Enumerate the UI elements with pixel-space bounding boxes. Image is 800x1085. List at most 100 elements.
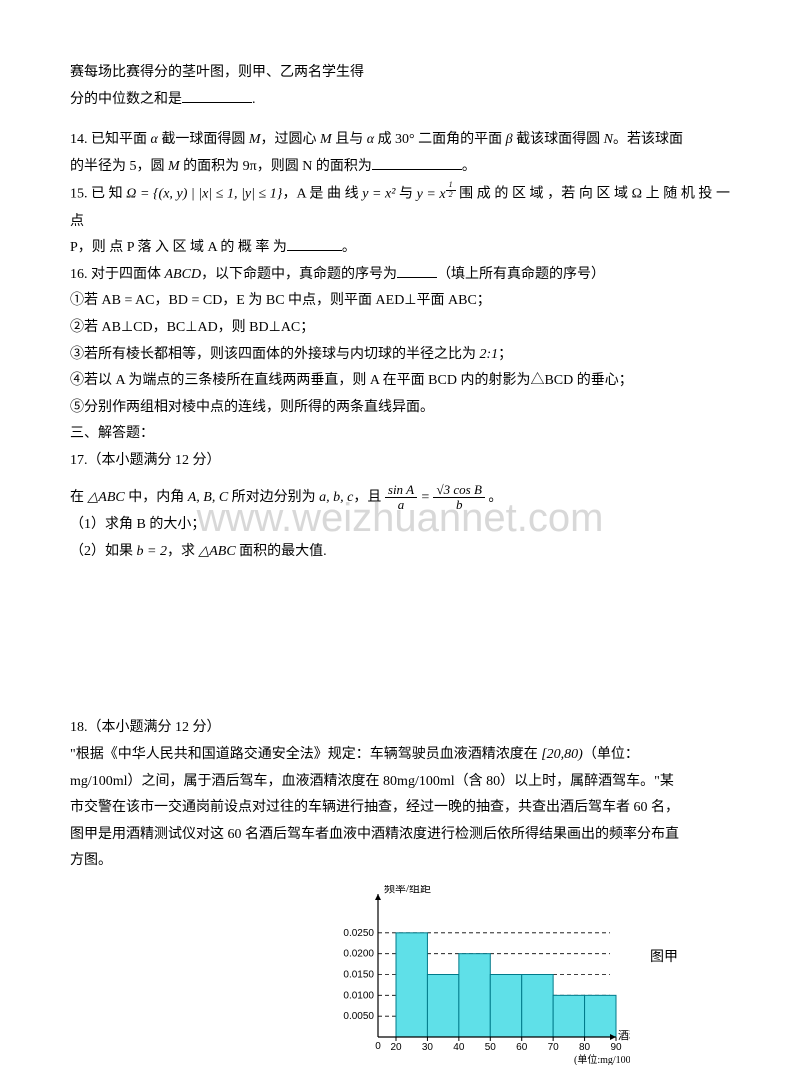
q16abcd: ABCD <box>165 267 202 282</box>
q17abc1: △ABC <box>88 490 125 505</box>
q14-line2: 的半径为 5，圆 M 的面积为 9π，则圆 N 的面积为。 <box>70 154 730 181</box>
q16-i1: ①若 AB = AC，BD = CD，E 为 BC 中点，则平面 AED⊥平面 … <box>70 288 730 315</box>
histogram-svg: 0.0050 0.0100 0.0150 0.0200 0.0250 0 20 30 40 50 6… <box>330 885 630 1065</box>
chart-caption: 图甲 <box>650 945 678 972</box>
svg-text:(单位:mg/100ml): (单位:mg/100ml) <box>574 1053 630 1065</box>
q16i3b: 2:1 <box>480 347 499 362</box>
q16c: （填上所有真命题的序号） <box>437 267 605 282</box>
q16b: ，以下命题中，真命题的序号为 <box>201 267 397 282</box>
q16i3a: ③若所有棱长都相等，则该四面体的外接球与内切球的半径之比为 <box>70 347 480 362</box>
q15c2: 与 <box>395 187 416 202</box>
blank-14 <box>372 155 462 170</box>
svg-text:0.0200: 0.0200 <box>343 949 374 960</box>
q18-title: 18.（本小题满分 12 分） <box>70 715 730 742</box>
svg-text:70: 70 <box>548 1042 560 1053</box>
frag2a: 分的中位数之和是 <box>70 92 182 107</box>
svg-text:0: 0 <box>375 1041 381 1052</box>
q17d: ，且 <box>353 490 385 505</box>
q15c3: y = x12 <box>417 187 456 202</box>
q18b: （单位： <box>583 747 639 762</box>
q17d2: b <box>433 498 484 512</box>
svg-text:0.0050: 0.0050 <box>343 1011 374 1022</box>
fragment-line-1: 赛每场比赛得分的茎叶图，则甲、乙两名学生得 <box>70 60 730 87</box>
q17d1: a <box>385 498 417 512</box>
q16-i3: ③若所有棱长都相等，则该四面体的外接球与内切球的半径之比为 2:1； <box>70 342 730 369</box>
q17p2e: 面积的最大值. <box>236 544 327 559</box>
q17eq: = <box>417 490 433 505</box>
q17p2d: △ABC <box>198 544 235 559</box>
q15b: ，A 是 曲 线 <box>282 187 362 202</box>
q17p2b: b = 2 <box>137 544 167 559</box>
alpha1: α <box>151 132 158 147</box>
q15a: 15. 已 知 <box>70 187 126 202</box>
q14e: 成 30° 二面角的平面 <box>374 132 506 147</box>
q17n2: √3 cos B <box>433 483 484 498</box>
q17-body: 在 △ABC 中，内角 A, B, C 所对边分别为 a, b, c，且 sin… <box>70 483 730 513</box>
q14f: 截该球面得圆 <box>513 132 604 147</box>
svg-text:0.0250: 0.0250 <box>343 928 374 939</box>
q15c1: y = x² <box>362 187 395 202</box>
frag2b: . <box>252 92 256 107</box>
q17c: 所对边分别为 <box>228 490 319 505</box>
N1: N <box>604 132 613 147</box>
histogram-figure: 0.0050 0.0100 0.0150 0.0200 0.0250 0 20 30 40 50 6… <box>330 885 710 1085</box>
q17-title: 17.（本小题满分 12 分） <box>70 448 730 475</box>
svg-text:频率/组距: 频率/组距 <box>384 885 431 895</box>
q14g: 。若该球面 <box>613 132 683 147</box>
q16-i2: ②若 AB⊥CD，BC⊥AD，则 BD⊥AC； <box>70 315 730 342</box>
q17-frac1: sin Aa <box>385 483 417 513</box>
svg-text:0.0100: 0.0100 <box>343 990 374 1001</box>
q18-l2: mg/100ml）之间，属于酒后驾车，血液酒精浓度在 80mg/100ml（含 … <box>70 769 730 796</box>
blank-15 <box>287 236 342 251</box>
q15: 15. 已 知 Ω = {(x, y) | |x| ≤ 1, |y| ≤ 1}，… <box>70 180 730 235</box>
M2: M <box>320 132 332 147</box>
q14b: 截一球面得圆 <box>158 132 249 147</box>
M1: M <box>249 132 261 147</box>
q17n1: sin A <box>385 483 417 498</box>
q17e: 。 <box>488 490 502 505</box>
q14a: 14. 已知平面 <box>70 132 151 147</box>
q15-line2: P，则 点 P 落 入 区 域 A 的 概 率 为 。 <box>70 235 730 262</box>
q18-l5: 方图。 <box>70 848 730 875</box>
svg-text:90: 90 <box>610 1042 622 1053</box>
q18-l1: "根据《中华人民共和国道路交通安全法》规定：车辆驾驶员血液酒精浓度在 [20,8… <box>70 742 730 769</box>
svg-text:60: 60 <box>516 1042 528 1053</box>
q14c: ，过圆心 <box>261 132 321 147</box>
sec3: 三、解答题： <box>70 421 730 448</box>
q17p2c: ，求 <box>167 544 199 559</box>
q17abc2: A, B, C <box>188 490 228 505</box>
q16a: 16. 对于四面体 <box>70 267 165 282</box>
alpha2: α <box>367 132 374 147</box>
q18-l3: 市交警在该市一交通岗前设点对过往的车辆进行抽查，经过一晚的抽查，共查出酒后驾车者… <box>70 795 730 822</box>
svg-text:酒精含量: 酒精含量 <box>618 1028 630 1042</box>
q16: 16. 对于四面体 ABCD，以下命题中，真命题的序号为 （填上所有真命题的序号） <box>70 262 730 289</box>
svg-text:80: 80 <box>579 1042 591 1053</box>
q17abc3: a, b, c <box>319 490 353 505</box>
q15e: P，则 点 P 落 入 区 域 A 的 概 率 为 <box>70 240 287 255</box>
svg-text:30: 30 <box>422 1042 434 1053</box>
q14j: 。 <box>462 159 476 174</box>
blank-top <box>182 88 252 103</box>
q16-i5: ⑤分别作两组相对棱中点的连线，则所得的两条直线异面。 <box>70 395 730 422</box>
q18-l4: 图甲是用酒精测试仪对这 60 名酒后驾车者血液中酒精浓度进行检测后依所得结果画出… <box>70 822 730 849</box>
q17b: 中，内角 <box>125 490 188 505</box>
svg-text:40: 40 <box>453 1042 465 1053</box>
svg-text:0.0150: 0.0150 <box>343 969 374 980</box>
q18a: "根据《中华人民共和国道路交通安全法》规定：车辆驾驶员血液酒精浓度在 <box>70 747 541 762</box>
q17-frac2: √3 cos Bb <box>433 483 484 513</box>
q14d: 且与 <box>332 132 367 147</box>
q15c3a: y = x <box>417 187 446 202</box>
fragment-line-2: 分的中位数之和是. <box>70 87 730 114</box>
q16i3c: ； <box>498 347 512 362</box>
q15set: Ω = {(x, y) | |x| ≤ 1, |y| ≤ 1} <box>126 187 282 202</box>
M3: M <box>168 159 180 174</box>
q15f: 。 <box>342 240 356 255</box>
beta: β <box>506 132 513 147</box>
blank-16 <box>397 263 437 278</box>
q14h: 的半径为 5，圆 <box>70 159 168 174</box>
svg-text:50: 50 <box>485 1042 497 1053</box>
q17a: 在 <box>70 490 88 505</box>
q17-p2: （2）如果 b = 2，求 △ABC 面积的最大值. <box>70 539 730 566</box>
svg-text:20: 20 <box>390 1042 402 1053</box>
q17p2a: （2）如果 <box>70 544 137 559</box>
